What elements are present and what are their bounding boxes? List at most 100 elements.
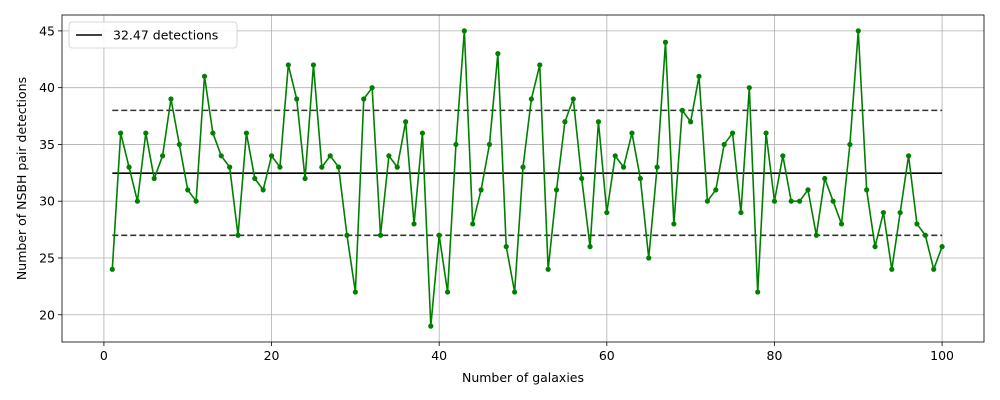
y-axis-label: Number of NSBH pair detections — [14, 77, 29, 280]
data-point — [369, 85, 375, 91]
series-line — [111, 30, 943, 327]
data-point — [822, 175, 828, 182]
data-point — [671, 221, 677, 227]
y-tick-label: 30 — [39, 194, 55, 209]
legend-box — [68, 21, 238, 49]
data-point — [377, 232, 384, 238]
data-point — [654, 164, 660, 170]
data-point — [151, 175, 157, 182]
data-point — [771, 198, 778, 204]
data-point — [553, 187, 560, 193]
data-point — [486, 141, 493, 148]
data-point — [336, 164, 342, 170]
data-point — [579, 175, 585, 182]
data-point — [545, 266, 551, 272]
x-tick-label: 60 — [599, 348, 615, 363]
data-point — [436, 232, 442, 238]
data-point — [620, 164, 627, 170]
data-point — [880, 209, 887, 216]
x-tick-label: 20 — [264, 348, 280, 363]
data-point — [889, 266, 895, 272]
data-point — [855, 28, 861, 34]
x-tick-label: 100 — [930, 348, 954, 363]
data-point — [595, 119, 602, 125]
data-point — [277, 164, 283, 170]
x-tick-label: 0 — [100, 348, 108, 363]
data-point — [905, 153, 912, 159]
x-tick-label: 40 — [431, 348, 447, 363]
data-point — [646, 255, 652, 261]
data-point — [721, 141, 727, 148]
y-tick-label: 25 — [39, 250, 55, 265]
data-point — [260, 187, 266, 193]
data-point — [327, 153, 333, 159]
data-point — [704, 198, 711, 204]
data-point — [688, 119, 694, 125]
data-point — [134, 198, 141, 204]
data-point — [168, 96, 174, 102]
data-point — [109, 266, 115, 272]
data-point — [503, 244, 509, 250]
data-point — [193, 198, 199, 204]
data-point — [830, 198, 836, 204]
data-point — [864, 187, 870, 193]
data-point — [403, 119, 409, 125]
data-point — [914, 221, 920, 227]
data-point — [939, 244, 945, 250]
data-point — [780, 153, 786, 159]
x-tick-label: 80 — [767, 348, 783, 363]
data-point — [931, 266, 937, 272]
y-tick-label: 35 — [39, 137, 55, 152]
data-point — [662, 39, 669, 45]
data-point — [922, 232, 928, 238]
data-point — [268, 153, 275, 159]
data-point — [227, 164, 233, 170]
data-point — [201, 73, 208, 79]
data-point — [587, 244, 593, 250]
data-point — [838, 221, 845, 227]
data-point — [411, 221, 417, 227]
legend: 32.47 detections — [68, 21, 238, 49]
data-point — [679, 107, 685, 113]
data-point — [126, 164, 132, 170]
data-point — [729, 130, 736, 136]
data-point — [637, 175, 643, 182]
y-tick-label: 20 — [39, 307, 55, 322]
data-point — [218, 153, 224, 159]
data-point — [252, 175, 258, 182]
y-tick-label: 45 — [39, 23, 55, 38]
data-point — [872, 244, 878, 250]
data-point — [797, 198, 803, 204]
data-point — [461, 28, 467, 34]
data-point — [185, 187, 191, 193]
data-point — [319, 164, 325, 170]
data-point — [528, 96, 534, 102]
data-point — [520, 164, 526, 170]
data-point — [419, 130, 426, 136]
data-point — [361, 96, 367, 102]
data-point — [713, 187, 719, 193]
data-point — [310, 62, 317, 68]
data-point — [210, 130, 216, 136]
data-point — [294, 96, 300, 102]
data-point — [512, 289, 518, 295]
series — [109, 28, 945, 329]
data-point — [495, 51, 501, 57]
data-point — [763, 130, 769, 136]
data-point — [176, 141, 182, 148]
data-point — [604, 209, 610, 216]
data-point — [562, 119, 568, 125]
data-point — [453, 141, 459, 148]
data-point — [612, 153, 618, 159]
x-axis-ticks: 0 20 40 60 80 100 — [100, 342, 954, 363]
data-point — [444, 289, 451, 295]
data-point — [537, 62, 543, 68]
data-point — [394, 164, 400, 170]
y-tick-label: 40 — [39, 80, 55, 95]
data-point — [428, 323, 434, 329]
reference-lines — [112, 109, 943, 237]
data-point — [285, 62, 291, 68]
data-point — [470, 221, 476, 227]
data-point — [696, 73, 702, 79]
